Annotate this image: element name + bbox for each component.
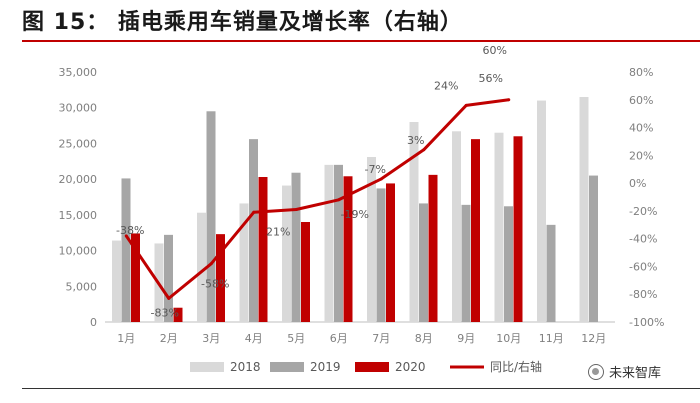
y-right-tick-label: -40%	[629, 233, 657, 246]
bar-2019	[164, 234, 173, 322]
x-tick-label: 10月	[496, 332, 521, 345]
yoy-data-label: -7%	[365, 163, 386, 176]
bar-2019	[291, 172, 301, 322]
y-left-tick-label: 20,000	[59, 173, 98, 186]
yoy-growth-point	[167, 296, 171, 300]
y-left-tick-label: 5,000	[66, 280, 98, 293]
x-tick-label: 9月	[457, 332, 475, 345]
yoy-data-label: -58%	[201, 278, 229, 291]
y-right-tick-label: 60%	[629, 94, 653, 107]
y-left-tick-label: 10,000	[59, 245, 98, 258]
title-divider	[22, 40, 700, 42]
y-right-tick-label: 40%	[629, 122, 653, 135]
y-right-tick-label: 0%	[629, 177, 646, 190]
legend-swatch-2018	[190, 362, 224, 372]
yoy-data-label: -38%	[116, 224, 144, 237]
bar-2019	[419, 203, 428, 322]
bar-2018	[197, 212, 206, 322]
bar-2019	[589, 175, 598, 322]
y-left-tick-label: 15,000	[59, 209, 98, 222]
bar-2020	[471, 139, 480, 322]
y-left-tick-label: 30,000	[59, 102, 98, 115]
yoy-growth-point	[507, 98, 511, 102]
yoy-data-label: 60%	[483, 44, 507, 57]
x-tick-label: 11月	[539, 332, 564, 345]
y-right-tick-label: -20%	[629, 205, 657, 218]
bar-2018	[112, 240, 121, 322]
yoy-growth-point	[124, 234, 128, 238]
yoy-growth-point	[379, 177, 383, 181]
figure-title: 图 15： 插电乘用车销量及增长率（右轴）	[22, 10, 463, 35]
bar-2020	[301, 222, 310, 322]
bar-2019	[249, 139, 258, 322]
bar-2019	[206, 111, 216, 323]
yoy-data-label: -19%	[341, 208, 369, 221]
yoy-data-label: 24%	[434, 79, 458, 92]
bar-2019	[334, 164, 343, 322]
y-left-tick-label: 35,000	[59, 66, 98, 79]
x-tick-label: 6月	[330, 332, 348, 345]
bar-2020	[131, 233, 140, 322]
watermark-text: 未来智库	[609, 366, 662, 381]
x-tick-label: 8月	[415, 332, 433, 345]
yoy-data-label: 21%	[266, 226, 290, 239]
legend-label: 2020	[395, 360, 426, 374]
bar-2020	[173, 307, 183, 322]
y-right-tick-label: -100%	[629, 316, 664, 329]
yoy-growth-point	[464, 103, 468, 107]
yoy-data-label: -83%	[151, 306, 179, 319]
bar-2019	[376, 188, 386, 322]
y-left-tick-label: 0	[90, 316, 97, 329]
bar-2020	[216, 234, 225, 322]
y-right-tick-label: -80%	[629, 288, 657, 301]
bar-2019	[504, 206, 513, 322]
x-tick-label: 4月	[245, 332, 263, 345]
yoy-growth-point	[294, 208, 298, 211]
yoy-growth-point	[337, 198, 341, 202]
bar-2020	[513, 136, 523, 322]
bottom-divider	[22, 388, 700, 389]
legend-label: 同比/右轴	[490, 359, 542, 374]
yoy-growth-point	[209, 262, 213, 266]
bar-2018	[282, 185, 291, 322]
bar-2020	[258, 177, 268, 322]
y-right-tick-label: -60%	[629, 260, 657, 273]
legend-label: 2018	[230, 360, 261, 374]
x-tick-label: 3月	[202, 332, 220, 345]
x-tick-label: 1月	[117, 332, 135, 345]
y-left-tick-label: 25,000	[59, 137, 98, 150]
bar-2019	[461, 204, 471, 322]
x-tick-label: 5月	[287, 332, 305, 345]
bar-2018	[452, 131, 461, 322]
bar-2018	[537, 100, 546, 322]
bar-2020	[343, 176, 353, 322]
bar-2018	[239, 203, 249, 322]
legend-swatch-2019	[270, 362, 304, 372]
wechat-icon	[588, 363, 604, 380]
bar-2018	[579, 97, 589, 322]
bar-2020	[386, 183, 395, 322]
yoy-growth-line	[125, 98, 509, 300]
y-right-tick-label: 20%	[629, 149, 653, 162]
yoy-growth-point	[422, 148, 426, 152]
bar-2019	[546, 224, 556, 322]
bar-2018	[324, 164, 334, 322]
x-tick-label: 7月	[372, 332, 390, 345]
x-tick-label: 12月	[581, 332, 606, 345]
legend-swatch-2020	[355, 362, 389, 372]
legend-label: 2019	[310, 360, 341, 374]
bar-2018	[367, 157, 376, 322]
bar-2018	[494, 132, 504, 322]
yoy-growth-point	[252, 210, 256, 214]
y-right-tick-label: 80%	[629, 66, 653, 79]
bar-2019	[121, 178, 131, 322]
bar-2020	[428, 174, 438, 322]
watermark: 未来智库	[588, 362, 661, 381]
bar-2018	[409, 122, 419, 322]
yoy-data-label: 56%	[479, 72, 503, 85]
x-tick-label: 2月	[160, 332, 178, 345]
yoy-data-label: 3%	[407, 134, 424, 147]
